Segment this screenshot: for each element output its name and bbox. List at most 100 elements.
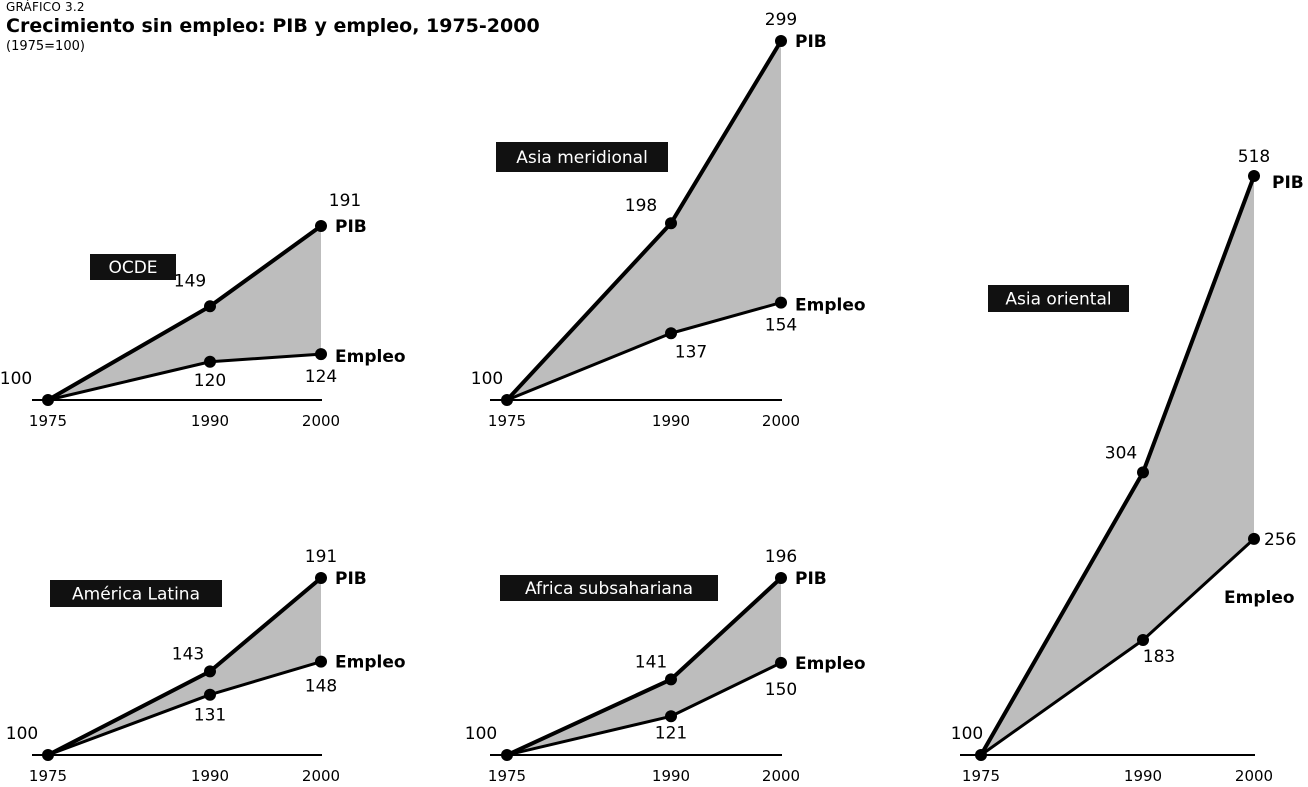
series-line-empleo	[47, 660, 322, 757]
region-label-bg	[90, 254, 176, 280]
gap-area	[507, 578, 781, 755]
point-empleo-1990	[1137, 634, 1149, 647]
series-label-pib: PIB	[1272, 173, 1304, 193]
point-empleo-1990	[204, 355, 216, 368]
region-label: Asia meridional	[516, 148, 648, 168]
point-pib-1990	[204, 300, 216, 313]
series-label-pib: PIB	[795, 569, 827, 589]
tick-label-2000: 2000	[762, 767, 800, 785]
point-pib-1990	[204, 665, 216, 678]
data-label-empleo-1990: 183	[1143, 647, 1175, 667]
data-label-pib-1990: 304	[1105, 443, 1137, 463]
series-label-empleo: Empleo	[335, 347, 406, 367]
point-empleo-1990	[204, 688, 216, 701]
data-label-base: 100	[951, 724, 983, 744]
point-pib-1975	[501, 394, 513, 406]
data-label-empleo-2000: 124	[305, 367, 337, 387]
data-label-base: 100	[0, 369, 32, 389]
data-label-pib-2000: 191	[305, 547, 337, 567]
series-label-empleo: Empleo	[795, 654, 866, 674]
tick-label-2000: 2000	[1235, 767, 1273, 785]
data-label-base: 100	[6, 724, 38, 744]
tick-label-1975: 1975	[488, 767, 526, 785]
region-label: América Latina	[72, 585, 200, 605]
tick-label-1975: 1975	[962, 767, 1000, 785]
point-pib-2000	[315, 572, 327, 584]
point-pib-1990	[1137, 466, 1149, 479]
data-label-empleo-2000: 154	[765, 316, 797, 336]
chart-panel-2: 1975 1990 2000 100 304 518 183 256 PIB Empleo Asia…	[951, 147, 1304, 785]
tick-label-2000: 2000	[302, 767, 340, 785]
data-label-pib-2000: 299	[765, 10, 797, 30]
point-pib-1975	[975, 749, 987, 761]
data-label-base: 100	[471, 369, 503, 389]
data-label-empleo-1990: 120	[194, 371, 226, 391]
tick-label-1975: 1975	[29, 767, 67, 785]
point-pib-1975	[42, 394, 54, 406]
chart-panel-4: 1975 1990 2000 100 141 196 121 150 PIB Empleo Afri…	[465, 547, 866, 785]
point-pib-1990	[665, 217, 677, 230]
chart-panel-1: 1975 1990 2000 100 198 299 137 154 PIB Empleo Asia…	[471, 10, 866, 430]
data-label-pib-1990: 198	[625, 196, 657, 216]
region-label: Asia oriental	[1005, 290, 1111, 310]
point-empleo-2000	[315, 655, 327, 668]
tick-label-1990: 1990	[652, 412, 690, 430]
series-label-pib: PIB	[795, 32, 827, 52]
series-label-empleo: Empleo	[335, 653, 406, 673]
data-label-empleo-2000: 256	[1264, 530, 1296, 550]
tick-label-1975: 1975	[488, 412, 526, 430]
tick-label-1975: 1975	[29, 412, 67, 430]
data-label-empleo-1990: 131	[194, 706, 226, 726]
gap-area	[48, 578, 321, 755]
chart-panel-0: 1975 1990 2000 100 149 191 120 124 PIB Empleo OCDE	[0, 191, 406, 430]
data-label-base: 100	[465, 724, 497, 744]
point-empleo-2000	[1248, 532, 1260, 545]
region-label-bg	[988, 285, 1129, 312]
region-label: OCDE	[108, 258, 157, 278]
gap-area	[48, 226, 321, 400]
data-label-pib-1990: 149	[174, 271, 206, 291]
point-pib-2000	[775, 35, 787, 47]
tick-label-1990: 1990	[652, 767, 690, 785]
tick-label-2000: 2000	[762, 412, 800, 430]
tick-label-2000: 2000	[302, 412, 340, 430]
point-pib-2000	[775, 572, 787, 584]
data-label-empleo-1990: 121	[655, 723, 687, 743]
chart-panel-3: 1975 1990 2000 100 143 191 131 148 PIB Empleo Amér…	[6, 547, 406, 785]
figure-header: GRÁFICO 3.2 Crecimiento sin empleo: PIB …	[6, 0, 540, 56]
point-empleo-2000	[775, 656, 787, 669]
tick-label-1990: 1990	[1124, 767, 1162, 785]
gap-area	[981, 176, 1254, 755]
region-label-bg	[50, 580, 222, 607]
point-empleo-1990	[665, 710, 677, 723]
data-label-empleo-2000: 150	[765, 680, 797, 700]
point-empleo-2000	[315, 348, 327, 361]
data-label-pib-2000: 518	[1238, 147, 1270, 167]
series-label-empleo: Empleo	[795, 296, 866, 316]
figure-label: GRÁFICO 3.2	[6, 0, 85, 14]
tick-label-1990: 1990	[191, 767, 229, 785]
point-pib-2000	[1248, 170, 1260, 182]
data-label-empleo-1990: 137	[675, 342, 707, 362]
point-pib-1975	[501, 749, 513, 761]
data-label-pib-1990: 143	[172, 644, 204, 664]
data-label-pib-2000: 196	[765, 547, 797, 567]
figure-title: Crecimiento sin empleo: PIB y empleo, 19…	[6, 15, 540, 37]
point-empleo-2000	[775, 296, 787, 309]
series-label-pib: PIB	[335, 217, 367, 237]
gap-area	[507, 41, 781, 400]
series-label-pib: PIB	[335, 569, 367, 589]
figure-subtitle: (1975=100)	[6, 39, 85, 54]
data-label-pib-1990: 141	[635, 652, 667, 672]
tick-label-1990: 1990	[191, 412, 229, 430]
region-label: Africa subsahariana	[525, 579, 693, 599]
point-pib-1990	[665, 673, 677, 686]
point-pib-2000	[315, 220, 327, 232]
point-empleo-1990	[665, 327, 677, 340]
region-label-bg	[500, 575, 718, 601]
point-pib-1975	[42, 749, 54, 761]
region-label-bg	[496, 142, 668, 172]
data-label-empleo-2000: 148	[305, 677, 337, 697]
series-label-empleo: Empleo	[1224, 588, 1295, 608]
